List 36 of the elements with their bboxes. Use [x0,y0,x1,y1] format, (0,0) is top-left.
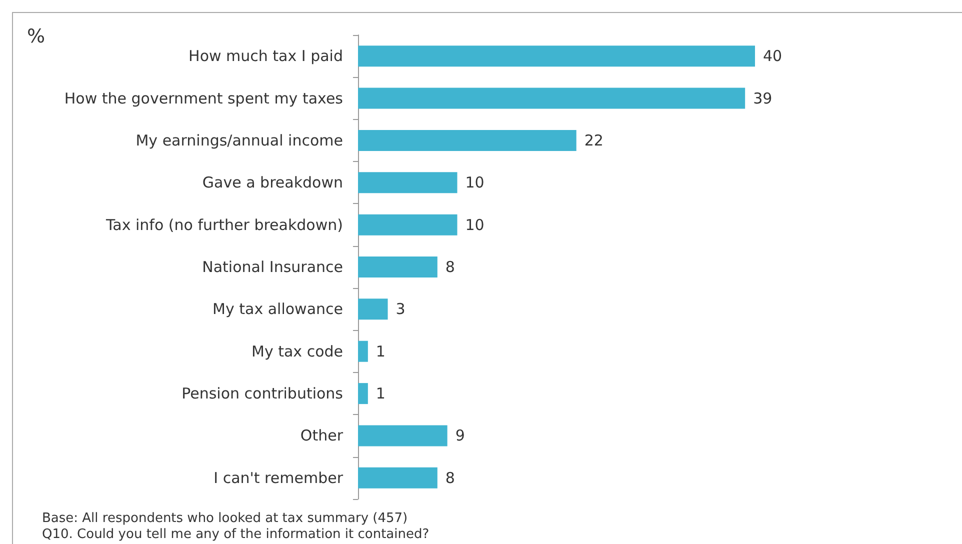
data-label: 10 [465,216,484,234]
y-tick-label: My earnings/annual income [136,131,343,150]
data-label: 8 [445,258,455,276]
bar [358,383,368,404]
y-tick-label: Tax info (no further breakdown) [104,216,343,234]
bar [358,130,576,151]
data-label: 9 [455,426,465,445]
bar [358,88,746,109]
y-tick-label: How the government spent my taxes [64,89,344,108]
y-tick-label: Other [300,426,344,445]
bar [358,214,458,236]
text: Q10. Could you tell me any of the information it contained? [42,527,430,542]
y-tick-label: Pension contributions [182,384,344,403]
y-tick-label: National Insurance [202,258,343,276]
bar [358,467,438,488]
bar [358,298,388,320]
data-label: 39 [753,89,772,108]
data-label: 8 [445,468,455,487]
y-tick-label: I can't remember [214,468,344,487]
y-tick-label: My tax allowance [212,300,343,318]
data-label: 3 [396,300,406,318]
data-label: 40 [763,47,782,66]
data-label: 1 [376,384,386,403]
text: Base: All respondents who looked at tax summary (457) [42,511,408,526]
y-tick-label: How much tax I paid [188,47,343,66]
y-tick-label: My tax code [252,342,343,360]
bar [358,46,755,67]
bar [358,425,448,446]
bar [358,340,368,362]
data-label: 10 [465,174,484,192]
bar [358,256,438,278]
bar [358,172,458,194]
y-tick-label: Gave a breakdown [202,174,343,192]
text: % [27,26,46,48]
data-label: 1 [376,342,386,360]
data-label: 22 [584,131,604,150]
